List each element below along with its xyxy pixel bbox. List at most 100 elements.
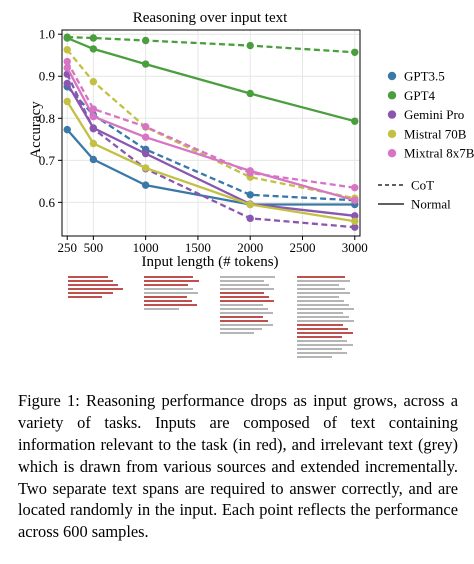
- y-tick-label: 0.9: [39, 69, 55, 84]
- data-point: [246, 214, 254, 223]
- data-point: [63, 57, 71, 66]
- series-line-gemini-pro-normal: [66, 82, 355, 217]
- data-point: [63, 125, 71, 134]
- y-tick-label: 0.6: [39, 195, 56, 210]
- figure-caption: Figure 1: Reasoning performance drops as…: [18, 391, 458, 542]
- text-line: [68, 288, 124, 290]
- text-line: [220, 328, 262, 330]
- text-line: [220, 320, 268, 322]
- text-line: [220, 288, 275, 290]
- text-line: [297, 292, 350, 294]
- data-point: [246, 200, 254, 209]
- axis-ticks: 250 500 1000 1500 2000 2500 3000 0.6 0.7 0.8 0.9 1.…: [39, 27, 368, 255]
- data-point: [351, 196, 359, 204]
- text-line: [297, 284, 340, 286]
- series-lines: [63, 33, 359, 231]
- x-tick-label: 2000: [237, 240, 263, 255]
- data-point: [89, 105, 98, 113]
- text-line: [297, 324, 343, 326]
- data-point: [89, 78, 98, 86]
- text-line: [297, 316, 349, 318]
- legend-marker: [387, 110, 397, 119]
- data-point: [89, 125, 98, 133]
- data-point: [246, 191, 254, 199]
- text-line: [297, 352, 347, 354]
- text-line: [297, 348, 342, 350]
- text-line: [297, 300, 344, 302]
- data-point: [89, 155, 98, 164]
- series-line-gpt3-5-cot: [66, 86, 355, 202]
- text-line: [220, 296, 269, 298]
- data-point: [141, 133, 150, 141]
- x-tick-label: 250: [57, 240, 77, 255]
- document-illustration: [220, 276, 276, 336]
- text-line: [297, 328, 349, 330]
- text-line: [297, 280, 351, 282]
- text-line: [144, 308, 179, 310]
- text-line: [220, 332, 254, 334]
- legend-marker: [387, 149, 397, 158]
- text-line: [68, 280, 114, 282]
- text-line: [144, 300, 193, 302]
- text-line: [144, 292, 198, 294]
- data-point: [351, 48, 359, 56]
- data-point: [89, 112, 98, 121]
- legend-label: GPT4: [404, 88, 436, 103]
- text-line: [297, 356, 332, 358]
- text-line: [144, 288, 193, 290]
- chart-title: Reasoning over input text: [133, 10, 288, 26]
- legend-label: Gemini Pro: [404, 107, 464, 122]
- data-point: [141, 60, 150, 68]
- data-point: [141, 36, 150, 45]
- legend-marker: [387, 71, 397, 81]
- y-axis-label: Accuracy: [28, 101, 44, 159]
- data-point: [351, 223, 359, 231]
- text-line: [297, 312, 344, 314]
- data-point: [351, 217, 359, 225]
- text-line: [144, 280, 199, 282]
- legend-label: Mistral 70B: [404, 126, 467, 141]
- series-line-gpt4-cot: [67, 35, 355, 54]
- data-point: [141, 149, 150, 158]
- legend-marker: [387, 91, 397, 100]
- text-line: [297, 320, 354, 322]
- data-point: [246, 89, 254, 98]
- y-tick-label: 1.0: [39, 27, 55, 42]
- data-point: [246, 41, 254, 50]
- text-line: [297, 288, 345, 290]
- text-line: [297, 336, 343, 338]
- legend-label: Mixtral 8x7B: [404, 146, 474, 161]
- y-tick-label: 0.7: [39, 153, 56, 168]
- data-point: [63, 33, 71, 41]
- text-line: [297, 344, 353, 346]
- accuracy-line-chart: Reasoning over input text Accuracy Input…: [28, 10, 474, 270]
- text-line: [220, 280, 265, 282]
- data-point: [89, 34, 98, 42]
- text-line: [68, 284, 119, 286]
- data-point: [351, 183, 359, 192]
- series-line-gpt4-normal: [66, 36, 356, 123]
- x-axis-label: Input length (# tokens): [141, 254, 278, 270]
- text-line: [297, 340, 348, 342]
- text-line: [68, 292, 113, 294]
- text-line: [144, 296, 187, 298]
- data-point: [246, 169, 254, 177]
- legend-label: CoT: [411, 178, 434, 193]
- y-tick-label: 0.8: [39, 111, 55, 126]
- text-line: [144, 276, 194, 278]
- data-point: [141, 122, 150, 131]
- x-tick-label: 500: [84, 240, 104, 255]
- x-tick-label: 1500: [185, 240, 211, 255]
- text-line: [220, 284, 270, 286]
- text-line: [220, 316, 263, 318]
- data-point: [89, 139, 98, 148]
- data-point: [63, 79, 71, 88]
- x-tick-label: 1000: [133, 240, 159, 255]
- text-line: [68, 296, 102, 298]
- legend: GPT3.5 GPT4 Gemini Pro Mistral 70B Mixtral 8…: [378, 69, 474, 212]
- x-tick-label: 3000: [342, 240, 368, 255]
- document-illustration: [144, 276, 202, 312]
- text-line: [297, 296, 339, 298]
- text-line: [220, 276, 275, 278]
- data-point: [63, 97, 71, 106]
